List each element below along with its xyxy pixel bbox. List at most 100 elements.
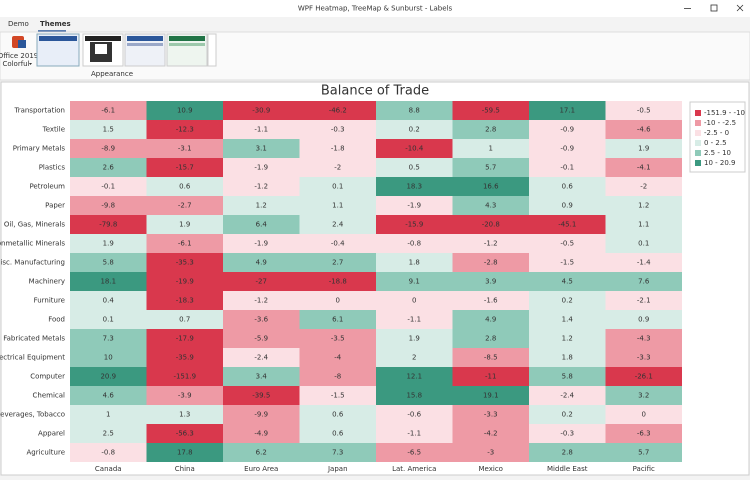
heatmap-cell <box>146 139 223 158</box>
data-label: -6.3 <box>637 430 651 438</box>
data-label: -1.2 <box>254 297 268 305</box>
window-controls[interactable] <box>684 4 744 12</box>
heatmap-cell <box>605 348 682 367</box>
data-label: -2 <box>640 183 647 191</box>
data-label: -4.3 <box>637 335 651 343</box>
data-label: 1.4 <box>562 316 574 324</box>
data-label: -6.5 <box>407 449 421 457</box>
data-label: 15.8 <box>406 392 422 400</box>
theme-name[interactable]: Colorful <box>2 60 29 68</box>
heatmap-cell <box>70 196 147 215</box>
data-label: 5.7 <box>638 449 649 457</box>
data-label: 3.2 <box>638 392 649 400</box>
data-label: 6.2 <box>256 449 267 457</box>
data-label: -19.9 <box>176 278 194 286</box>
heatmap-cell <box>529 253 606 272</box>
data-label: -3.3 <box>637 354 651 362</box>
heatmap-cell <box>223 253 300 272</box>
data-label: 16.6 <box>483 183 499 191</box>
data-label: -2.7 <box>178 202 192 210</box>
data-label: 1.1 <box>638 221 649 229</box>
data-label: -0.3 <box>560 430 574 438</box>
heatmap-cell <box>299 424 376 443</box>
data-label: -9.9 <box>254 411 268 419</box>
tab[interactable]: Demo <box>8 20 29 28</box>
data-label: 0.4 <box>103 297 115 305</box>
data-label: -2.4 <box>560 392 574 400</box>
dropdown-arrow[interactable] <box>29 63 32 65</box>
legend-label: 10 - 20.9 <box>704 159 735 167</box>
data-label: -3.6 <box>254 316 268 324</box>
heatmap-cell <box>70 310 147 329</box>
heatmap-cell <box>299 158 376 177</box>
data-label: 3.1 <box>256 145 267 153</box>
heatmap-cell <box>452 386 529 405</box>
heatmap-cell <box>605 291 682 310</box>
heatmap-cell <box>376 367 453 386</box>
data-label: 0 <box>412 297 416 305</box>
data-label: -0.8 <box>101 449 115 457</box>
data-label: 9.1 <box>409 278 420 286</box>
heatmap-cell <box>70 101 147 120</box>
data-label: 1.2 <box>562 335 573 343</box>
data-label: 4.6 <box>103 392 115 400</box>
heatmap-cell <box>299 272 376 291</box>
heatmap-cell <box>605 120 682 139</box>
data-label: -18.8 <box>329 278 347 286</box>
heatmap-cell <box>605 272 682 291</box>
heatmap-cell <box>529 196 606 215</box>
title-bar <box>0 0 750 17</box>
heatmap-cell <box>299 348 376 367</box>
x-tick-label: Mexico <box>479 465 503 473</box>
heatmap-cell <box>529 329 606 348</box>
data-label: -45.1 <box>558 221 576 229</box>
data-label: -1.9 <box>254 164 268 172</box>
x-tick-label: Pacific <box>633 465 655 473</box>
heatmap-cell <box>376 405 453 424</box>
data-label: -1.6 <box>484 297 498 305</box>
heatmap-cell <box>376 234 453 253</box>
y-tick-label: Plastics <box>39 164 66 172</box>
heatmap-cell <box>223 367 300 386</box>
data-label: 0.6 <box>332 411 344 419</box>
heatmap-cell <box>376 272 453 291</box>
heatmap-cell <box>70 405 147 424</box>
data-label: 0.5 <box>409 164 420 172</box>
legend-swatch <box>695 160 701 166</box>
data-label: -0.5 <box>560 240 574 248</box>
heatmap-cell <box>299 215 376 234</box>
data-label: -1.1 <box>407 430 421 438</box>
heatmap-cell <box>223 177 300 196</box>
heatmap-cell <box>376 386 453 405</box>
data-label: -20.8 <box>482 221 500 229</box>
data-label: -8 <box>334 373 341 381</box>
data-label: 0.2 <box>409 126 420 134</box>
data-label: -0.9 <box>560 126 574 134</box>
theme-name[interactable]: Office 2019 <box>0 52 38 60</box>
heatmap-cell <box>223 424 300 443</box>
data-label: -4 <box>334 354 342 362</box>
data-label: 7.6 <box>638 278 650 286</box>
theme-gallery[interactable] <box>36 33 217 67</box>
y-tick-label: Misc. Manufacturing <box>0 259 65 267</box>
data-label: 10.9 <box>177 107 193 115</box>
data-label: -151.9 <box>173 373 196 381</box>
heatmap-cell <box>299 310 376 329</box>
data-label: -1.4 <box>637 259 651 267</box>
heatmap-cell <box>605 405 682 424</box>
data-label: -0.1 <box>560 164 574 172</box>
data-label: 1 <box>106 411 110 419</box>
data-label: 1.9 <box>179 221 190 229</box>
heatmap-cell <box>299 177 376 196</box>
heatmap-cell <box>605 101 682 120</box>
data-label: 1.8 <box>562 354 573 362</box>
y-tick-label: Transportation <box>13 107 65 115</box>
tab[interactable]: Themes <box>40 20 71 28</box>
data-label: -6.1 <box>101 107 115 115</box>
ribbon-group-label: Appearance <box>91 70 133 78</box>
heatmap-cell <box>452 215 529 234</box>
data-label: 3.9 <box>485 278 496 286</box>
heatmap-cell <box>70 443 147 462</box>
heatmap-cell <box>146 196 223 215</box>
heatmap-cell <box>146 177 223 196</box>
